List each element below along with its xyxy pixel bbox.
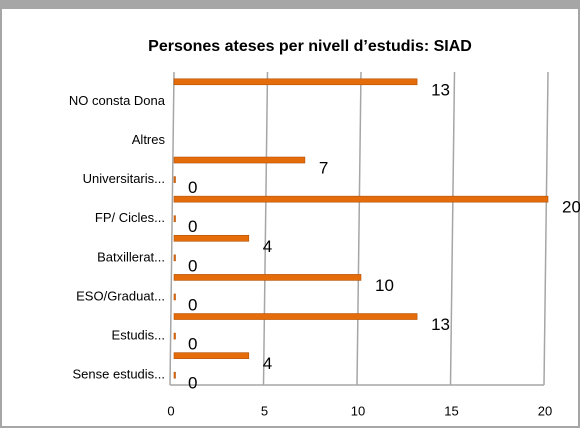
value-label: 0 bbox=[188, 295, 197, 314]
x-tick-label: 10 bbox=[351, 403, 365, 418]
bar bbox=[173, 293, 176, 301]
value-label: 0 bbox=[188, 374, 197, 393]
bar bbox=[173, 195, 549, 203]
bar bbox=[173, 274, 362, 281]
y-tick-label: Altres bbox=[132, 132, 166, 147]
y-tick-label: Sense estudis... bbox=[73, 367, 166, 382]
bar bbox=[173, 176, 176, 183]
grid-line bbox=[449, 71, 456, 386]
x-tick-label: 20 bbox=[538, 403, 552, 418]
x-tick-label: 0 bbox=[167, 403, 174, 418]
bar bbox=[173, 313, 418, 320]
grid-line bbox=[262, 71, 269, 386]
value-label: 0 bbox=[188, 335, 197, 354]
y-tick-label: FP/ Cicles... bbox=[95, 210, 165, 225]
x-tick-label: 15 bbox=[444, 403, 458, 418]
value-label: 10 bbox=[375, 276, 394, 295]
value-label: 4 bbox=[263, 354, 272, 373]
x-tick-label: 5 bbox=[261, 403, 268, 418]
value-label: 0 bbox=[188, 178, 197, 197]
value-label: 7 bbox=[319, 159, 328, 178]
bar bbox=[173, 371, 176, 379]
bar bbox=[173, 352, 250, 359]
frame bbox=[0, 7, 580, 428]
chart-title: Persones ateses per nivell d’estudis: SI… bbox=[148, 38, 472, 55]
top-band bbox=[0, 0, 580, 8]
bar bbox=[173, 78, 418, 86]
grid-line bbox=[356, 71, 362, 386]
value-label: 4 bbox=[263, 237, 272, 256]
value-label: 0 bbox=[188, 217, 197, 236]
value-label: 0 bbox=[188, 256, 197, 275]
grid-line bbox=[169, 71, 175, 386]
grid-line bbox=[543, 71, 549, 386]
bar bbox=[173, 156, 306, 164]
y-tick-label: Estudis... bbox=[112, 328, 165, 343]
bar bbox=[173, 254, 176, 262]
bar bbox=[173, 234, 250, 242]
y-tick-label: Batxillerat... bbox=[97, 249, 165, 264]
bar bbox=[173, 332, 176, 340]
value-label: 13 bbox=[431, 315, 450, 334]
y-tick-label: Universitaris... bbox=[83, 171, 165, 186]
value-label: 13 bbox=[431, 80, 450, 99]
bar bbox=[173, 215, 176, 223]
y-tick-label: NO consta Dona bbox=[69, 93, 166, 108]
value-label: 20 bbox=[562, 198, 580, 217]
y-tick-label: ESO/Graduat... bbox=[76, 288, 165, 303]
